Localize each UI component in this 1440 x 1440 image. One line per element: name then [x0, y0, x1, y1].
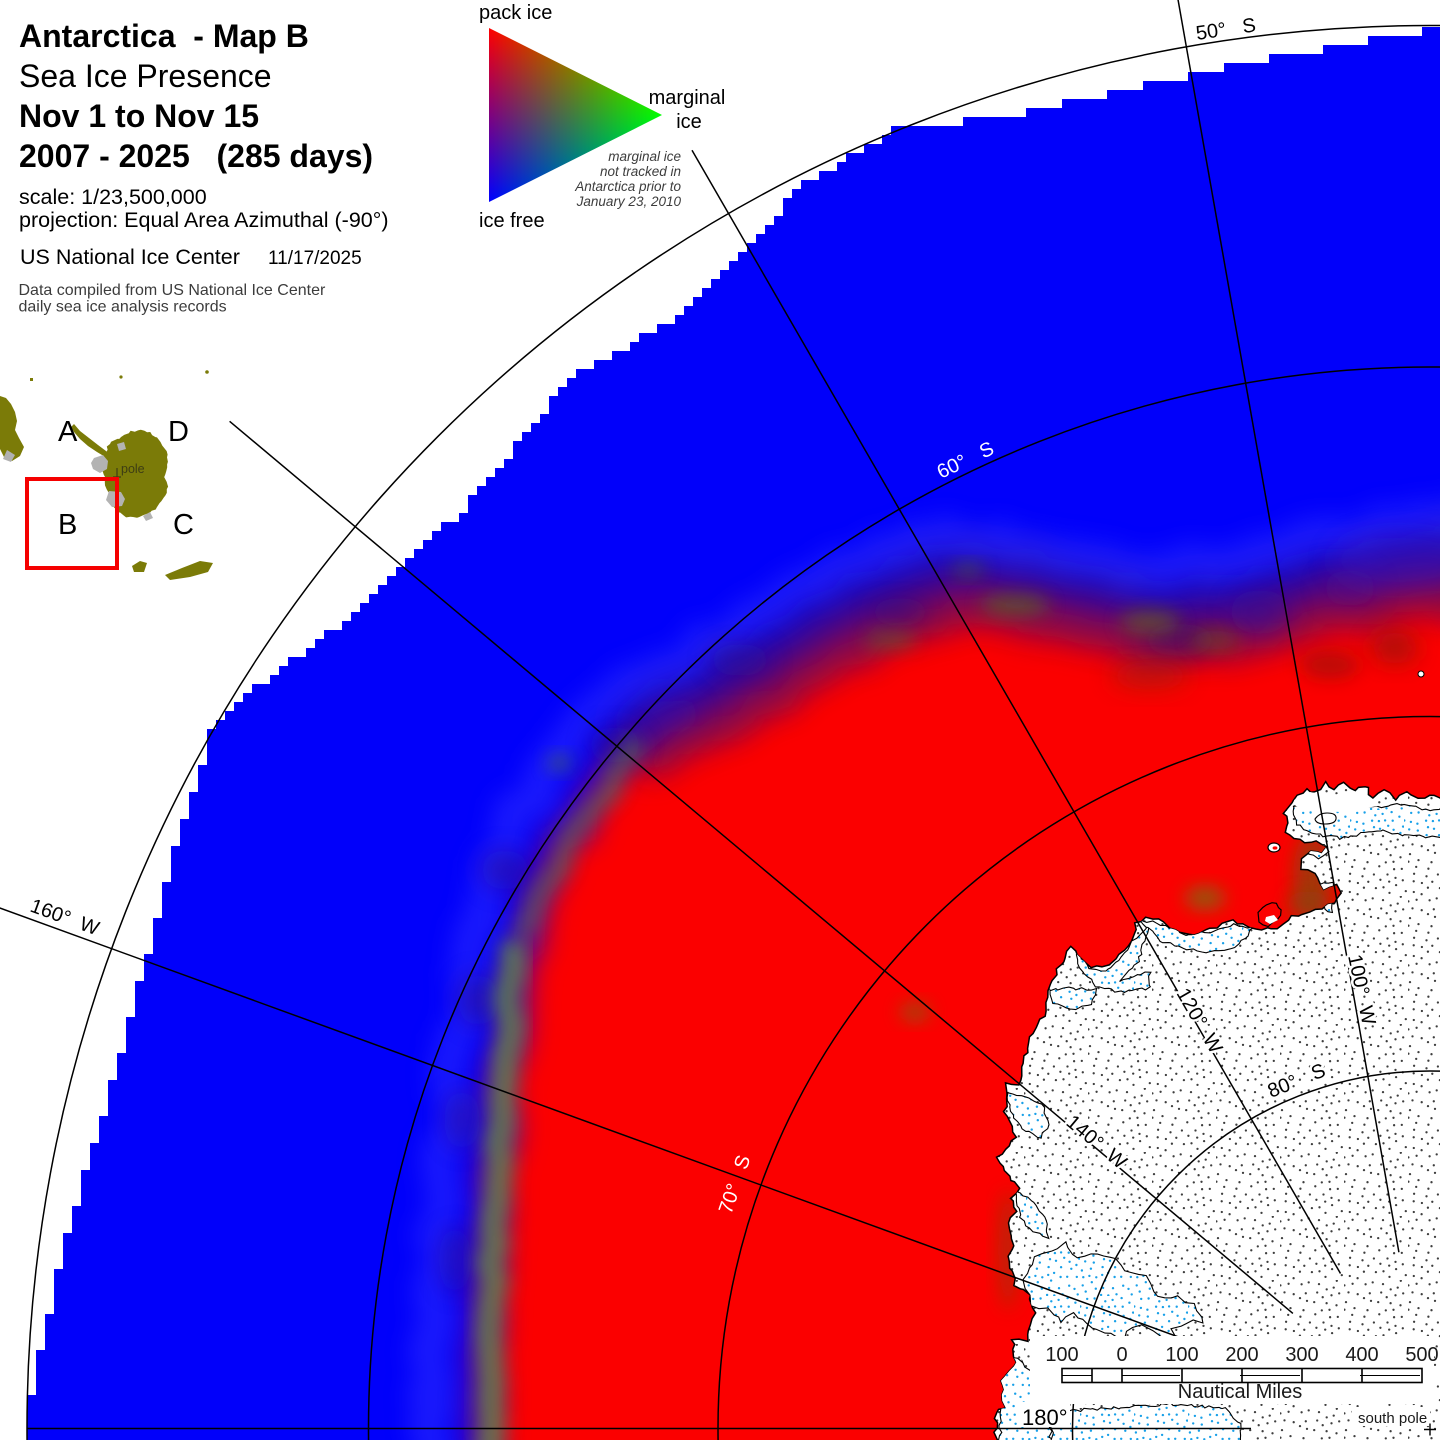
svg-text:2007 - 2025 (285 days): 2007 - 2025 (285 days): [19, 138, 373, 174]
svg-text:pack ice: pack ice: [479, 2, 552, 24]
svg-text:500: 500: [1405, 1344, 1438, 1366]
svg-text:January 23, 2010: January 23, 2010: [576, 194, 682, 209]
svg-text:0: 0: [1116, 1344, 1127, 1366]
svg-text:100: 100: [1165, 1344, 1198, 1366]
svg-text:pole: pole: [121, 462, 145, 476]
svg-text:Antarctica prior to: Antarctica prior to: [574, 179, 681, 194]
svg-text:Data compiled from US National: Data compiled from US National Ice Cente…: [19, 282, 326, 299]
svg-text:100: 100: [1045, 1344, 1078, 1366]
svg-text:marginal: marginal: [649, 87, 726, 109]
svg-text:Nautical Miles: Nautical Miles: [1178, 1381, 1302, 1403]
svg-text:marginal ice: marginal ice: [608, 149, 681, 164]
svg-text:Antarctica - Map B: Antarctica - Map B: [19, 18, 309, 54]
svg-text:scale: 1/23,500,000: scale: 1/23,500,000: [19, 185, 207, 209]
svg-text:D: D: [168, 416, 189, 448]
svg-text:projection: Equal Area Azimuth: projection: Equal Area Azimuthal (-90°): [19, 208, 389, 232]
svg-text:US National Ice Center: US National Ice Center: [20, 245, 240, 269]
svg-text:180°: 180°: [1022, 1405, 1068, 1430]
svg-text:Nov 1 to Nov 15: Nov 1 to Nov 15: [19, 98, 259, 134]
svg-text:Sea Ice Presence: Sea Ice Presence: [19, 58, 272, 94]
svg-text:daily sea ice analysis records: daily sea ice analysis records: [19, 299, 227, 316]
svg-text:B: B: [58, 509, 77, 541]
svg-text:300: 300: [1285, 1344, 1318, 1366]
svg-text:not tracked in: not tracked in: [600, 164, 681, 179]
svg-text:11/17/2025: 11/17/2025: [268, 248, 362, 269]
svg-text:200: 200: [1225, 1344, 1258, 1366]
svg-text:ice: ice: [676, 111, 702, 133]
svg-text:ice free: ice free: [479, 210, 545, 232]
svg-text:C: C: [173, 509, 194, 541]
svg-text:south pole: south pole: [1358, 1410, 1427, 1427]
svg-text:400: 400: [1345, 1344, 1378, 1366]
svg-text:A: A: [58, 416, 78, 448]
